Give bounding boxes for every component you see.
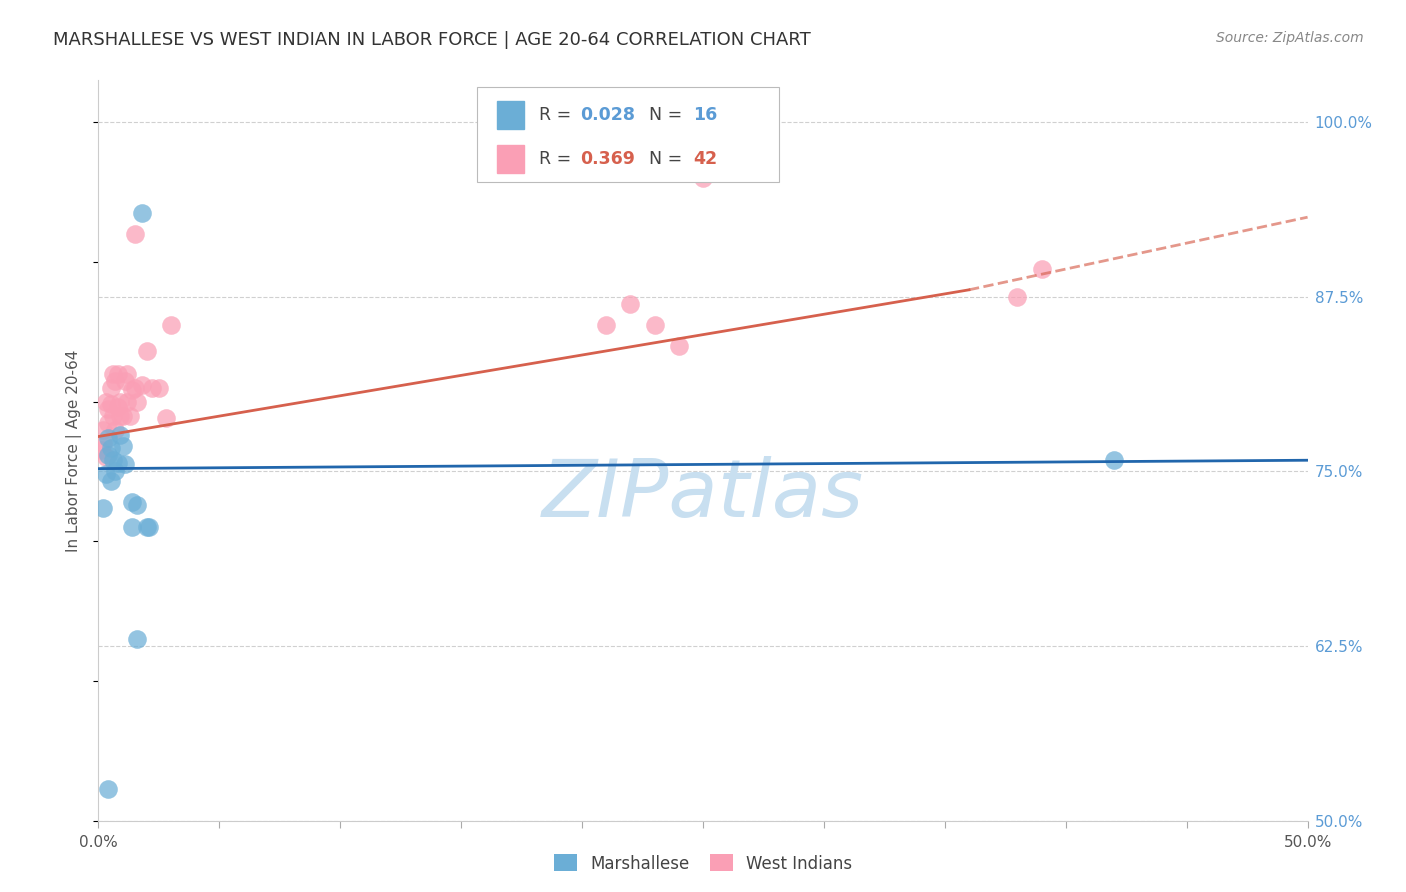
Point xyxy=(107,456,129,470)
Text: 0.028: 0.028 xyxy=(579,106,634,124)
Point xyxy=(138,520,160,534)
Point xyxy=(135,344,157,359)
Point xyxy=(121,384,143,398)
Point xyxy=(114,374,136,388)
Point xyxy=(141,381,163,395)
Text: ZIPatlas: ZIPatlas xyxy=(541,456,865,534)
Point xyxy=(104,464,127,478)
Bar xyxy=(498,145,524,173)
Point xyxy=(94,450,117,465)
Point xyxy=(91,500,114,515)
Point xyxy=(1007,290,1029,304)
Point xyxy=(595,318,617,332)
Point xyxy=(121,495,143,509)
Point xyxy=(108,428,131,442)
Point xyxy=(127,394,149,409)
Point xyxy=(135,520,157,534)
Point xyxy=(101,409,124,423)
Point xyxy=(108,409,131,423)
Point xyxy=(127,632,149,646)
Point xyxy=(619,297,641,311)
Point xyxy=(1102,453,1125,467)
FancyBboxPatch shape xyxy=(477,87,779,182)
Point xyxy=(118,409,141,423)
Text: R =: R = xyxy=(538,150,576,168)
Point xyxy=(111,439,134,453)
Text: Source: ZipAtlas.com: Source: ZipAtlas.com xyxy=(1216,31,1364,45)
Legend: Marshallese, West Indians: Marshallese, West Indians xyxy=(547,847,859,880)
Point xyxy=(100,381,122,395)
Point xyxy=(124,381,146,395)
Point xyxy=(94,467,117,482)
Text: 16: 16 xyxy=(693,106,717,124)
Point xyxy=(97,781,120,796)
Point xyxy=(107,367,129,381)
Point xyxy=(97,448,120,462)
Point xyxy=(111,409,134,423)
Point xyxy=(107,400,129,414)
Point xyxy=(692,171,714,186)
Text: 0.369: 0.369 xyxy=(579,150,634,168)
Point xyxy=(97,416,120,430)
Point xyxy=(160,318,183,332)
Text: R =: R = xyxy=(538,106,576,124)
Point xyxy=(121,520,143,534)
Text: MARSHALLESE VS WEST INDIAN IN LABOR FORCE | AGE 20-64 CORRELATION CHART: MARSHALLESE VS WEST INDIAN IN LABOR FORC… xyxy=(53,31,811,49)
Point xyxy=(117,367,139,381)
Point xyxy=(100,441,122,455)
Point xyxy=(108,394,131,409)
Text: N =: N = xyxy=(638,106,688,124)
Point xyxy=(94,394,117,409)
Point xyxy=(668,339,690,353)
Point xyxy=(131,206,153,220)
Bar xyxy=(498,101,524,129)
Point xyxy=(104,423,127,437)
Point xyxy=(1031,261,1053,276)
Point xyxy=(90,443,112,458)
Point xyxy=(97,431,120,445)
Point xyxy=(101,453,124,467)
Point xyxy=(131,377,153,392)
Point xyxy=(127,498,149,512)
Point xyxy=(155,411,177,425)
Point xyxy=(124,227,146,241)
Y-axis label: In Labor Force | Age 20-64: In Labor Force | Age 20-64 xyxy=(66,350,83,551)
Point xyxy=(104,374,127,388)
Text: N =: N = xyxy=(638,150,688,168)
Point xyxy=(91,436,114,450)
Text: 42: 42 xyxy=(693,150,717,168)
Point xyxy=(644,318,666,332)
Point xyxy=(100,397,122,411)
Point xyxy=(97,401,120,416)
Point xyxy=(114,458,136,472)
Point xyxy=(101,367,124,381)
Point xyxy=(148,381,170,395)
Point xyxy=(100,474,122,488)
Point xyxy=(91,423,114,437)
Point xyxy=(117,394,139,409)
